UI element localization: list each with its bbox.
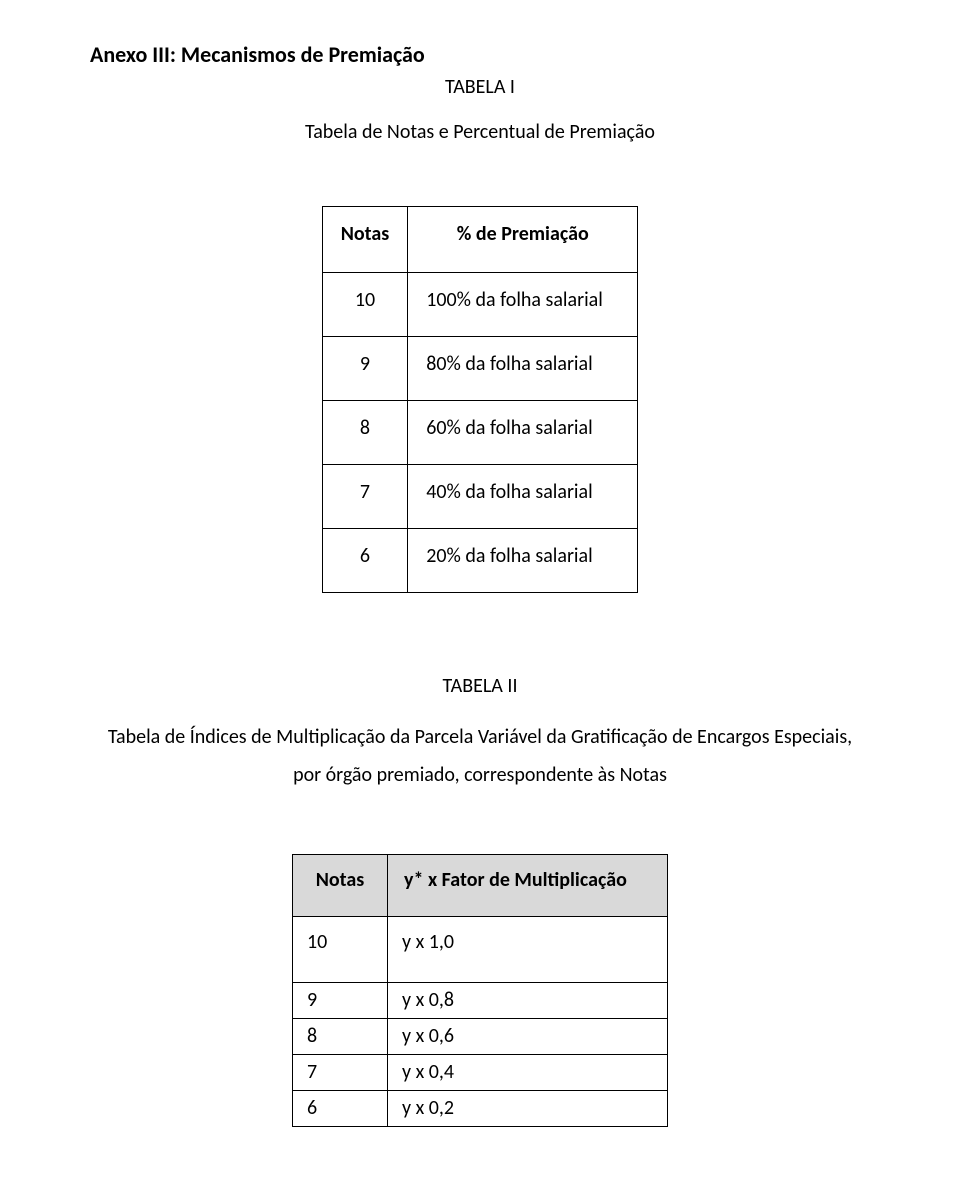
table1-cell-nota: 7: [322, 464, 408, 528]
table1-col-premiacao: % de Premiação: [408, 206, 638, 272]
table-row: 7 y x 0,4: [293, 1054, 668, 1090]
table2-cell-nota: 7: [293, 1054, 388, 1090]
table-row: 10 100% da folha salarial: [322, 272, 638, 336]
table-row: 6 y x 0,2: [293, 1090, 668, 1126]
table1-cell-premiacao: 20% da folha salarial: [408, 528, 638, 592]
table2-cell-nota: 10: [293, 916, 388, 982]
table1-subtitle: Tabela de Notas e Percentual de Premiaçã…: [90, 119, 870, 146]
table2-col-notas: Notas: [293, 854, 388, 916]
table2-cell-fator: y x 0,8: [388, 982, 668, 1018]
table2-cell-fator: y x 0,2: [388, 1090, 668, 1126]
table2-description-line1: Tabela de Índices de Multiplicação da Pa…: [108, 725, 852, 749]
table2-cell-fator: y x 0,4: [388, 1054, 668, 1090]
table1-cell-premiacao: 80% da folha salarial: [408, 336, 638, 400]
table-row: 8 60% da folha salarial: [322, 400, 638, 464]
table1-cell-nota: 8: [322, 400, 408, 464]
table2-description: Tabela de Índices de Multiplicação da Pa…: [90, 718, 870, 794]
table1-cell-premiacao: 100% da folha salarial: [408, 272, 638, 336]
table1-cell-premiacao: 40% da folha salarial: [408, 464, 638, 528]
table2-cell-fator: y x 0,6: [388, 1018, 668, 1054]
table2-header-row: Notas y* x Fator de Multiplicação: [293, 854, 668, 916]
page-heading: Anexo III: Mecanismos de Premiação: [90, 40, 870, 70]
table1-col-notas: Notas: [322, 206, 408, 272]
table2-cell-nota: 6: [293, 1090, 388, 1126]
table2-cell-nota: 9: [293, 982, 388, 1018]
table2-cell-nota: 8: [293, 1018, 388, 1054]
table2-label: TABELA II: [90, 673, 870, 700]
table1-label: TABELA I: [90, 74, 870, 101]
table1: Notas % de Premiação 10 100% da folha sa…: [322, 206, 639, 593]
table-row: 10 y x 1,0: [293, 916, 668, 982]
table1-header-row: Notas % de Premiação: [322, 206, 638, 272]
table-row: 6 20% da folha salarial: [322, 528, 638, 592]
table1-cell-premiacao: 60% da folha salarial: [408, 400, 638, 464]
table-row: 9 80% da folha salarial: [322, 336, 638, 400]
table-row: 9 y x 0,8: [293, 982, 668, 1018]
table1-cell-nota: 6: [322, 528, 408, 592]
table1-cell-nota: 9: [322, 336, 408, 400]
table-row: 7 40% da folha salarial: [322, 464, 638, 528]
table2-description-line2: por órgão premiado, correspondente às No…: [293, 763, 667, 787]
table2-col-fator: y* x Fator de Multiplicação: [388, 854, 668, 916]
table2-cell-fator: y x 1,0: [388, 916, 668, 982]
table2: Notas y* x Fator de Multiplicação 10 y x…: [292, 854, 668, 1127]
table1-cell-nota: 10: [322, 272, 408, 336]
table-row: 8 y x 0,6: [293, 1018, 668, 1054]
